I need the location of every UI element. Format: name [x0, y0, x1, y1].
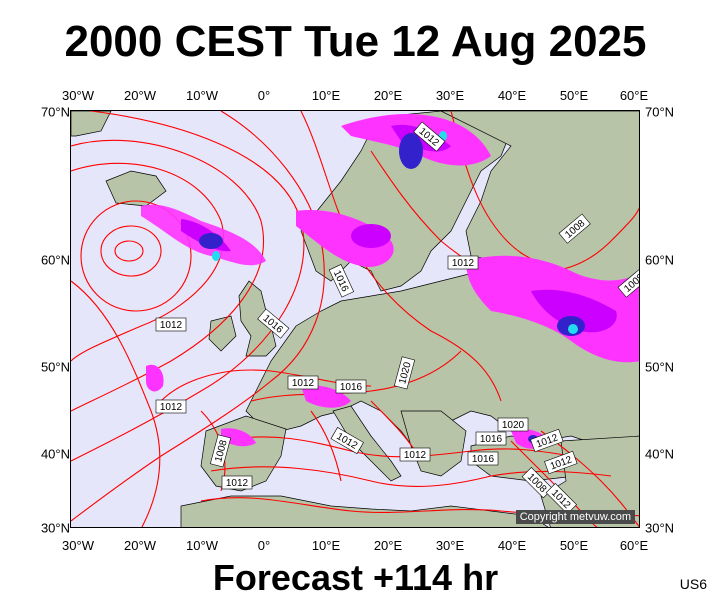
map-canvas: 1012 1012 1016 1016 1012 1016	[71, 111, 639, 527]
isobar-label: 1020	[393, 356, 416, 390]
lon-tick-top: 60°E	[619, 88, 649, 103]
ireland-land	[208, 315, 237, 352]
precip-baltic	[296, 210, 394, 267]
lon-tick-bottom: 30°E	[435, 538, 465, 553]
iceland-land	[105, 170, 167, 207]
isobar	[300, 111, 502, 402]
isobar-label: 1012	[399, 447, 431, 462]
lon-tick-top: 40°E	[497, 88, 527, 103]
isobar	[250, 350, 462, 402]
svg-text:1020: 1020	[502, 420, 525, 431]
isobar	[71, 111, 305, 462]
isobar	[100, 225, 162, 277]
svg-text:1012: 1012	[404, 450, 427, 461]
isobar-label: 1020	[497, 417, 529, 432]
forecast-label: Forecast +114 hr	[212, 557, 499, 598]
greenland-land	[71, 111, 112, 137]
lon-tick-bottom: 30°W	[62, 538, 94, 553]
isobar	[80, 200, 192, 312]
lon-tick-top: 20°E	[373, 88, 403, 103]
svg-text:1016: 1016	[340, 382, 363, 393]
lon-tick-bottom: 60°E	[619, 538, 649, 553]
svg-text:1012: 1012	[160, 402, 183, 413]
svg-text:1016: 1016	[472, 454, 495, 465]
svg-text:1012: 1012	[452, 258, 475, 269]
lat-tick-right: 60°N	[645, 252, 675, 268]
lon-tick-top: 30°W	[62, 88, 94, 103]
isobar-low-center	[114, 240, 144, 262]
isobar	[210, 466, 612, 487]
copyright-badge: Copyright metvuw.com	[515, 510, 635, 524]
balkans-land	[400, 410, 467, 477]
lat-tick-left: 60°N	[40, 252, 70, 268]
precip-atlantic-heavy	[199, 233, 223, 249]
precip-russia-extreme	[568, 324, 578, 334]
lat-tick-left: 70°N	[40, 104, 70, 120]
lon-tick-bottom: 20°E	[373, 538, 403, 553]
lon-tick-bottom: 10°E	[311, 538, 341, 553]
lon-tick-bottom: 0°	[257, 538, 271, 553]
lon-tick-top: 20°W	[124, 88, 156, 103]
isobar	[71, 280, 161, 527]
lon-tick-bottom: 20°W	[124, 538, 156, 553]
lon-tick-bottom: 40°E	[497, 538, 527, 553]
isobar	[71, 111, 325, 522]
isobar-label: 1012	[287, 375, 319, 390]
precip-scandinavia-heavy	[399, 133, 423, 169]
isobar-label: 1016	[335, 379, 367, 394]
isobar	[71, 162, 224, 362]
lon-tick-bottom: 10°W	[186, 538, 218, 553]
precip-baltic-core	[351, 224, 391, 248]
isobar	[310, 410, 342, 482]
isobar-label: 1012	[221, 475, 253, 490]
precip-biscay	[146, 364, 164, 392]
lat-tick-right: 30°N	[645, 520, 675, 536]
precip-russia-core	[531, 289, 617, 333]
lon-tick-top: 10°E	[311, 88, 341, 103]
svg-text:1012: 1012	[160, 320, 183, 331]
svg-text:1012: 1012	[226, 478, 249, 489]
lat-tick-right: 40°N	[645, 446, 675, 462]
isobar-label: 1008	[209, 434, 232, 468]
region-code: US6	[679, 576, 707, 592]
lat-tick-left: 30°N	[40, 520, 70, 536]
weather-map: 1012 1012 1016 1016 1012 1016	[70, 110, 640, 528]
svg-text:1016: 1016	[480, 434, 503, 445]
precipitation	[141, 114, 639, 449]
isobar-label: 1016	[328, 264, 355, 298]
isobar	[71, 139, 264, 412]
isobar-label: 1016	[475, 431, 507, 446]
lat-tick-right: 70°N	[645, 104, 675, 120]
lat-tick-left: 50°N	[40, 359, 70, 375]
lon-tick-top: 30°E	[435, 88, 465, 103]
lon-tick-bottom: 50°E	[559, 538, 589, 553]
isobar-label: 1012	[155, 317, 187, 332]
precip-atlantic-extreme	[212, 251, 220, 261]
lon-tick-top: 50°E	[559, 88, 589, 103]
lon-tick-top: 0°	[257, 88, 271, 103]
lon-tick-top: 10°W	[186, 88, 218, 103]
isobar-label: 1012	[447, 255, 479, 270]
isobar-label: 1012	[155, 399, 187, 414]
lat-tick-right: 50°N	[645, 359, 675, 375]
precip-alps	[301, 385, 351, 408]
lat-tick-left: 40°N	[40, 446, 70, 462]
isobar-label: 1016	[467, 451, 499, 466]
map-title: 2000 CEST Tue 12 Aug 2025	[64, 17, 647, 66]
svg-text:1012: 1012	[292, 378, 315, 389]
svg-text:1016: 1016	[331, 269, 351, 294]
